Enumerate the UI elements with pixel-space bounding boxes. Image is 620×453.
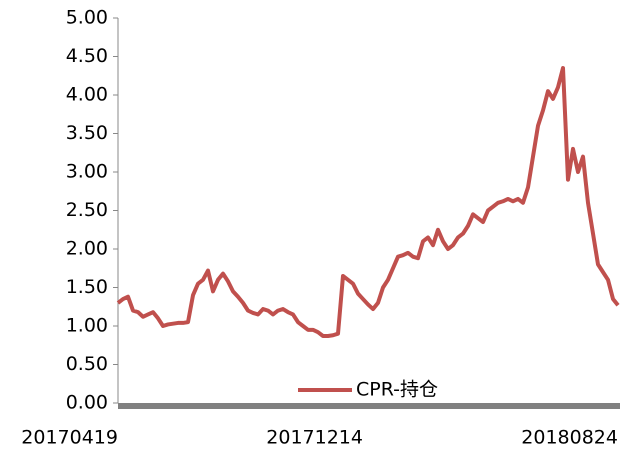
x-tick-label: 20171214 <box>266 427 363 449</box>
x-tick-label: 20180824 <box>521 427 618 449</box>
y-tick-label: 1.50 <box>66 276 108 298</box>
y-tick-label: 0.50 <box>66 353 108 375</box>
x-tick-label: 20170419 <box>21 427 118 449</box>
y-tick-label: 4.00 <box>66 84 108 106</box>
y-tick-label: 3.00 <box>66 161 108 183</box>
y-tick-label: 3.50 <box>66 122 108 144</box>
y-tick-label: 1.00 <box>66 315 108 337</box>
y-tick-label: 0.00 <box>66 392 108 414</box>
legend-label: CPR-持仓 <box>356 379 438 401</box>
y-tick-label: 5.00 <box>66 7 108 29</box>
line-series <box>116 66 620 339</box>
y-tick-label: 2.50 <box>66 199 108 221</box>
y-tick-label: 4.50 <box>66 45 108 67</box>
y-tick-label: 2.00 <box>66 238 108 260</box>
x-axis <box>118 403 620 409</box>
